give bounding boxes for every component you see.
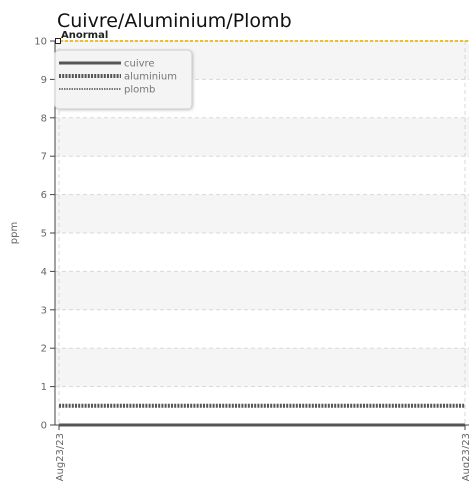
chart-title: Cuivre/Aluminium/Plomb	[57, 10, 292, 32]
series-group	[59, 403, 465, 427]
y-tick-label: 10	[34, 37, 47, 48]
legend: cuivre aluminium plomb	[54, 49, 193, 110]
threshold-group: Anormal	[55, 30, 469, 44]
y-tick-label: 2	[41, 344, 47, 355]
legend-label-aluminium: aluminium	[124, 72, 177, 83]
legend-box	[54, 49, 193, 110]
x-tick-label: Aug23/23	[55, 433, 66, 481]
y-tick-label: 5	[41, 229, 47, 240]
y-tick-label: 9	[41, 75, 47, 86]
y-axis-label: ppm	[9, 222, 20, 244]
y-tick-label: 6	[41, 190, 47, 201]
x-axis-ticks: Aug23/23 Aug23/23	[55, 425, 469, 481]
threshold-label: Anormal	[61, 30, 108, 41]
plot-band	[55, 194, 469, 233]
y-tick-label: 4	[41, 267, 47, 278]
legend-label-plomb: plomb	[124, 85, 155, 96]
plot-bands	[55, 41, 469, 387]
y-tick-label: 8	[41, 113, 47, 124]
y-tick-label: 1	[41, 382, 47, 393]
legend-label-cuivre: cuivre	[124, 59, 155, 70]
plot-band	[55, 117, 469, 157]
x-tick-label: Aug23/23	[461, 433, 469, 481]
threshold-marker	[55, 38, 61, 44]
y-tick-label: 0	[41, 421, 47, 432]
legend-items: cuivre aluminium plomb	[59, 59, 177, 96]
y-tick-label: 3	[41, 305, 47, 316]
y-axis-ticks: 0 1 2 3 4 5 6 7 8 9 10	[34, 37, 55, 432]
plot-band	[55, 348, 469, 387]
y-tick-label: 7	[41, 152, 47, 163]
plot-band	[55, 271, 469, 310]
